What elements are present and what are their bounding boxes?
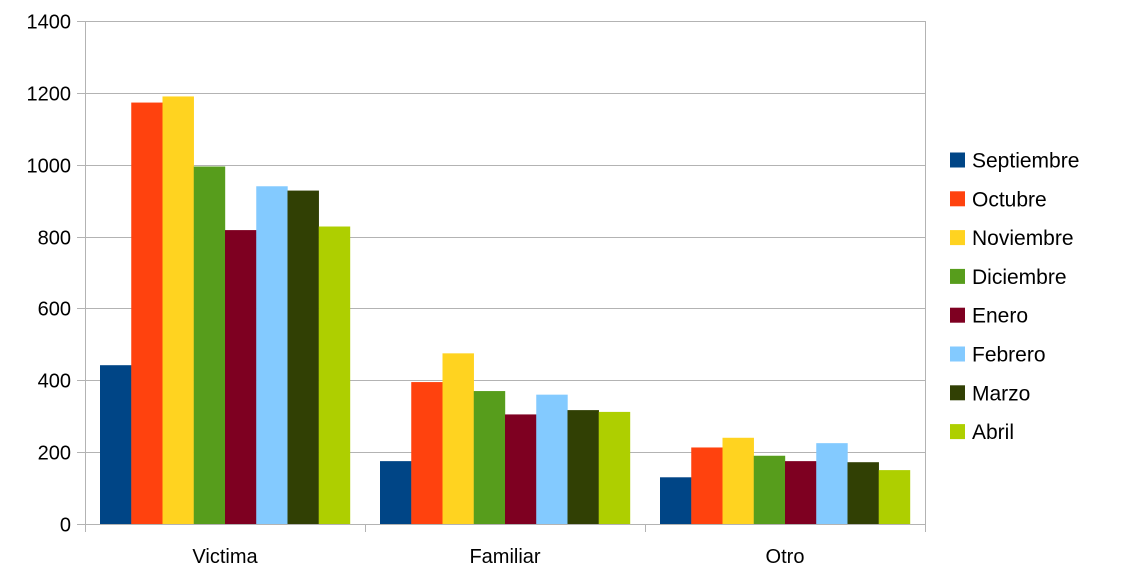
bar-diciembre-victima (193, 166, 226, 524)
axes: 0 200 400 600 800 1000 1200 1400 Victima Familiar… (27, 12, 926, 568)
x-tick-label: Otro (766, 546, 805, 568)
legend-item-noviembre: Noviembre (950, 227, 1074, 250)
legend-item-diciembre: Diciembre (950, 266, 1067, 289)
bar-febrero-familiar (536, 394, 568, 524)
y-tick-label: 400 (38, 371, 71, 393)
legend-swatch (950, 424, 965, 440)
legend-item-enero: Enero (950, 305, 1028, 328)
legend: Septiembre Octubre Noviembre Diciembre Enero… (950, 150, 1079, 444)
legend-swatch (950, 385, 965, 401)
bar-octubre-victima (131, 102, 163, 524)
legend-swatch (950, 152, 965, 168)
bar-abril-victima (318, 226, 351, 524)
y-tick-label: 0 (60, 515, 71, 537)
legend-swatch (950, 268, 965, 284)
legend-item-febrero: Febrero (950, 344, 1046, 367)
bar-noviembre-familiar (442, 353, 474, 524)
bar-marzo-otro (847, 462, 879, 524)
bar-febrero-otro (816, 443, 848, 524)
legend-item-octubre: Octubre (950, 188, 1047, 211)
bar-enero-familiar (505, 414, 537, 524)
y-tick-label: 800 (38, 228, 71, 250)
x-tick-label: Familiar (469, 546, 540, 568)
y-tick-label: 1000 (27, 156, 72, 178)
legend-swatch (950, 230, 965, 246)
y-tick-label: 1200 (27, 84, 72, 106)
y-tick-label: 600 (38, 299, 71, 321)
legend-swatch (950, 191, 965, 207)
bar-marzo-familiar (567, 410, 599, 524)
legend-label: Marzo (972, 382, 1030, 405)
bar-septiembre-victima (100, 365, 132, 524)
bar-abril-familiar (598, 411, 631, 524)
bar-enero-victima (225, 230, 257, 524)
bar-diciembre-familiar (473, 391, 506, 524)
bar-noviembre-otro (722, 437, 754, 524)
bar-octubre-familiar (411, 382, 443, 524)
legend-swatch (950, 307, 965, 323)
bar-septiembre-familiar (380, 461, 412, 525)
bar-enero-otro (785, 461, 817, 525)
legend-swatch (950, 346, 965, 362)
bar-septiembre-otro (660, 477, 692, 524)
legend-item-abril: Abril (950, 421, 1014, 444)
y-tick-label: 200 (38, 443, 71, 465)
legend-label: Octubre (972, 188, 1047, 211)
legend-label: Diciembre (972, 266, 1067, 289)
bar-marzo-victima (287, 190, 319, 524)
bar-abril-otro (878, 470, 911, 524)
x-tick-label: Victima (192, 546, 258, 568)
y-tick-label: 1400 (27, 12, 72, 34)
bar-febrero-victima (256, 186, 288, 524)
legend-label: Abril (972, 421, 1014, 444)
legend-label: Septiembre (972, 150, 1079, 173)
legend-label: Noviembre (972, 227, 1074, 250)
bars (100, 96, 911, 525)
bar-diciembre-otro (753, 455, 786, 524)
legend-label: Febrero (972, 344, 1046, 367)
bar-octubre-otro (691, 447, 723, 524)
legend-label: Enero (972, 305, 1028, 328)
legend-item-marzo: Marzo (950, 382, 1030, 405)
legend-item-septiembre: Septiembre (950, 150, 1079, 173)
bar-noviembre-victima (162, 96, 194, 524)
